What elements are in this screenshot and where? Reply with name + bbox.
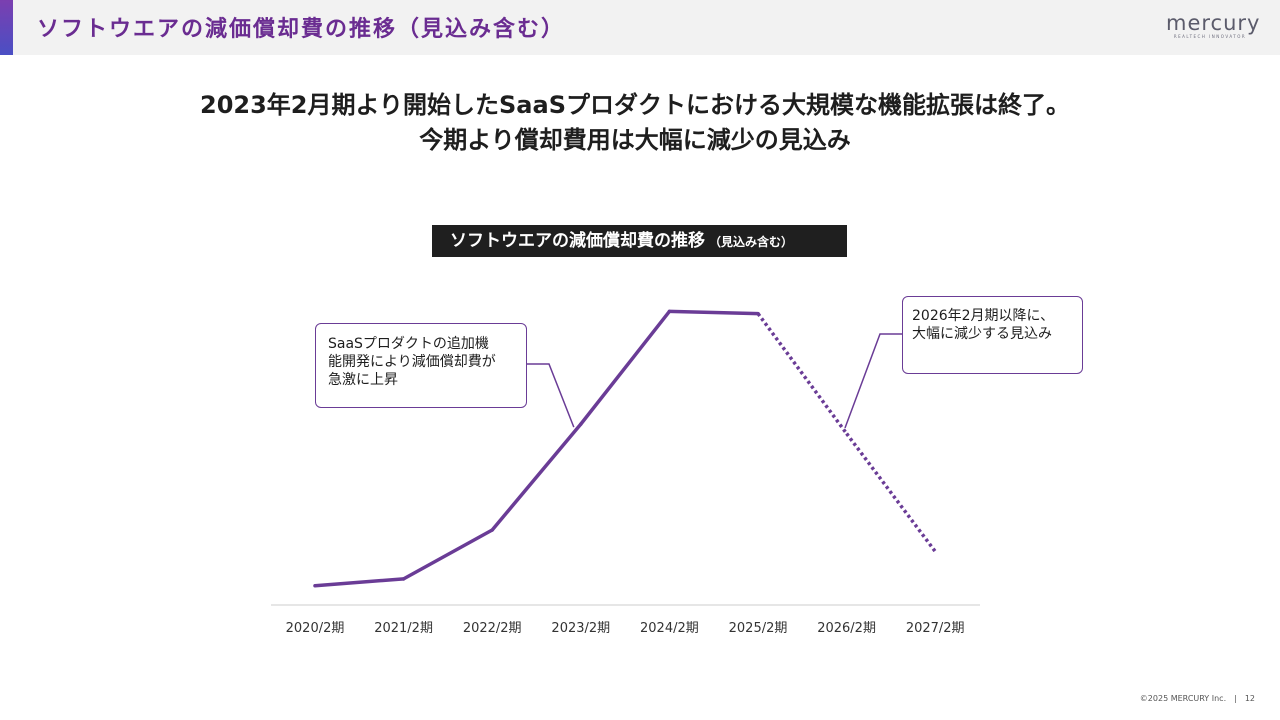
x-tick-labels: 2020/2期 2021/2期 2022/2期 2023/2期 2024/2期 2025/…: [286, 621, 965, 636]
x-tick-label: 2022/2期: [463, 621, 522, 636]
mercury-logo: mercury REALTECH INNOVATOR: [1166, 11, 1261, 40]
chart-title-sub: （見込み含む）: [709, 235, 794, 249]
header-bar: [0, 0, 1280, 55]
header-accent-bar: [0, 0, 13, 55]
logo-wordmark: mercury: [1166, 11, 1261, 35]
footer-copyright: ©2025 MERCURY Inc.: [1139, 694, 1227, 703]
page-title: ソフトウエアの減価償却費の推移（見込み含む）: [37, 17, 566, 42]
callout-left-line-3: 急激に上昇: [328, 372, 398, 388]
callout-left-line-2: 能開発により減価償却費が: [328, 354, 496, 370]
actual-line-segment: [313, 577, 406, 588]
forecast-line-segment: [845, 432, 937, 553]
forecast-line-segment: [756, 312, 849, 435]
x-tick-label: 2026/2期: [817, 621, 876, 636]
actual-line-segment: [490, 422, 583, 532]
actual-line-segment: [667, 309, 760, 316]
chart-title-box: ソフトウエアの減価償却費の推移 （見込み含む）: [432, 225, 847, 257]
actual-line-segment: [401, 528, 494, 581]
x-tick-label: 2020/2期: [286, 621, 345, 636]
footer-separator: |: [1234, 694, 1237, 703]
x-tick-label: 2021/2期: [374, 621, 433, 636]
callout-right-line-2: 大幅に減少する見込み: [912, 326, 1052, 342]
callout-right-line-1: 2026年2月期以降に、: [912, 308, 1055, 324]
page-number: 12: [1244, 694, 1255, 703]
chart-title-main: ソフトウエアの減価償却費の推移: [450, 231, 705, 251]
x-tick-label: 2023/2期: [551, 621, 610, 636]
chart-marks: [313, 309, 937, 588]
callout-right-leader: [844, 333, 902, 429]
actual-line-segment: [579, 309, 672, 426]
x-tick-label: 2025/2期: [729, 621, 788, 636]
x-tick-label: 2027/2期: [906, 621, 965, 636]
headline: 2023年2月期より開始したSaaSプロダクトにおける大規模な機能拡張は終了。 …: [0, 88, 1270, 158]
headline-line-2: 今期より償却費用は大幅に減少の見込み: [419, 126, 851, 154]
callout-left: SaaSプロダクトの追加機 能開発により減価償却費が 急激に上昇: [315, 323, 527, 408]
logo-tagline: REALTECH INNOVATOR: [1173, 34, 1247, 39]
callout-left-leader: [527, 363, 575, 428]
callout-right: 2026年2月期以降に、 大幅に減少する見込み: [902, 296, 1083, 374]
x-tick-label: 2024/2期: [640, 621, 699, 636]
footer: ©2025 MERCURY Inc. | 12: [1080, 694, 1255, 703]
headline-line-1: 2023年2月期より開始したSaaSプロダクトにおける大規模な機能拡張は終了。: [200, 91, 1070, 119]
callout-left-line-1: SaaSプロダクトの追加機: [328, 336, 489, 352]
